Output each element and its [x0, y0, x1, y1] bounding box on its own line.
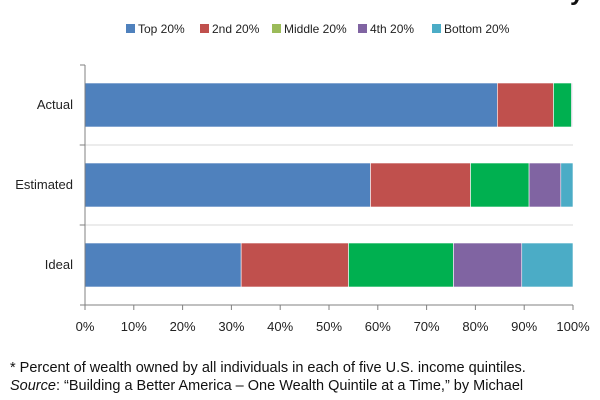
x-tick-label: 60%: [365, 319, 391, 334]
bar-ideal-4th-20: [453, 242, 523, 288]
x-tick-label: 20%: [170, 319, 196, 334]
bar-estimated-4th-20: [528, 162, 562, 208]
legend-swatch-2nd-20: [200, 24, 209, 33]
legend-label-top-20: Top 20%: [138, 22, 185, 36]
x-tick-label: 0%: [76, 319, 95, 334]
legend: Top 20% 2nd 20% Middle 20% 4th 20% Bottom 20…: [126, 22, 510, 36]
x-tick-label: 30%: [218, 319, 244, 334]
bar-ideal-middle-20: [348, 242, 454, 288]
category-label-actual: Actual: [37, 97, 73, 112]
legend-label-2nd-20: 2nd 20%: [212, 22, 260, 36]
x-tick-label: 80%: [462, 319, 488, 334]
bar-actual-middle-20: [553, 82, 572, 128]
bar-ideal-top-20: [84, 242, 242, 288]
legend-swatch-top-20: [126, 24, 135, 33]
legend-swatch-4th-20: [358, 24, 367, 33]
legend-label-4th-20: 4th 20%: [370, 22, 414, 36]
footnote: * Percent of wealth owned by all individ…: [10, 360, 526, 376]
x-tick-label: 70%: [414, 319, 440, 334]
category-label-ideal: Ideal: [45, 257, 73, 272]
bar-actual-top-20: [84, 82, 498, 128]
x-tick-label: 10%: [121, 319, 147, 334]
x-tick-label: 40%: [267, 319, 293, 334]
category-labels: Actual Estimated Ideal: [15, 97, 73, 272]
bar-estimated-bottom-20: [560, 162, 574, 208]
x-tick-label: 90%: [511, 319, 537, 334]
axes: [80, 64, 574, 310]
source-text: : “Building a Better America – One Wealt…: [55, 378, 524, 394]
bar-actual-2nd-20: [497, 82, 554, 128]
chart-title: Wealth Distribution: the Ideal Versus th…: [0, 0, 600, 8]
source-label: Source: [10, 378, 56, 394]
legend-label-bottom-20: Bottom 20%: [444, 22, 510, 36]
bar-estimated-top-20: [84, 162, 371, 208]
legend-swatch-bottom-20: [432, 24, 441, 33]
x-tick-label: 50%: [316, 319, 342, 334]
legend-label-middle-20: Middle 20%: [284, 22, 347, 36]
bar-estimated-middle-20: [470, 162, 530, 208]
bar-ideal-2nd-20: [240, 242, 349, 288]
x-tick-labels: 0% 10% 20% 30% 40% 50% 60% 70% 80% 90% 100%: [76, 319, 590, 334]
bar-ideal-bottom-20: [521, 242, 574, 288]
x-tick-label: 100%: [556, 319, 590, 334]
stacked-bar-chart: Top 20% 2nd 20% Middle 20% 4th 20% Bottom 20…: [15, 22, 590, 334]
category-bands: [79, 144, 573, 226]
bars: [84, 82, 574, 288]
category-label-estimated: Estimated: [15, 177, 73, 192]
legend-swatch-middle-20: [272, 24, 281, 33]
bar-estimated-2nd-20: [370, 162, 471, 208]
source-note: Source: “Building a Better America – One…: [10, 377, 595, 395]
